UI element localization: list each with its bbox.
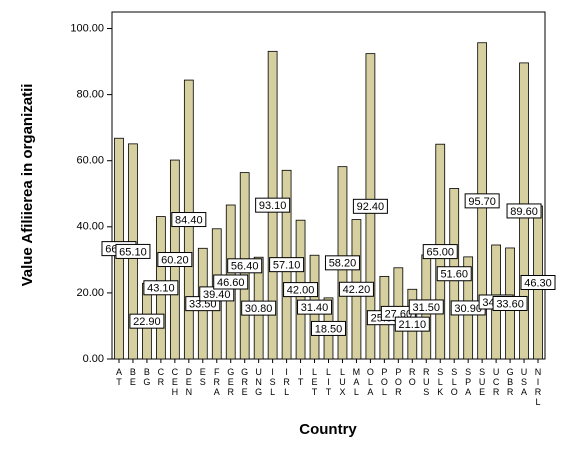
value-label-box [213,274,249,290]
value-label: 92.40 [357,201,385,213]
x-tick-label: SUE [477,367,487,397]
x-tick-label: RO [407,367,417,387]
value-label-box [324,255,360,271]
value-label-box [492,295,528,311]
value-label: 42.20 [343,284,371,296]
value-label: 33.50 [189,299,217,311]
value-label: 22.90 [133,316,161,328]
x-tick-label: UCR [491,367,501,397]
value-label-box [143,280,179,296]
value-label-box [520,274,556,290]
x-tick-label: CR [156,367,166,387]
value-label-box [422,244,458,260]
x-tick-label: LUX [337,367,347,397]
x-tick-label: DEN [184,367,194,397]
value-label: 39.40 [203,289,231,301]
x-tick-label: FRA [212,367,222,397]
x-tick-label: LET [310,367,320,397]
value-label: 31.40 [301,302,329,314]
value-label-box [394,316,430,332]
x-tick-label: AT [114,367,124,387]
y-axis-title: Value Afiliierea in organizatii [19,84,36,287]
x-tick-label: SLO [449,367,459,397]
x-tick-label: SLK [435,367,445,397]
value-label-box [255,197,291,213]
value-label-box [241,300,277,316]
value-label: 60.20 [161,254,189,266]
value-label-box [115,243,151,259]
x-tick-label: CEH [170,367,180,397]
value-label-box [311,320,346,336]
value-label-box [157,252,193,268]
x-tick-label: IRL [282,367,292,397]
value-label: 57.10 [273,260,301,272]
x-axis-title: Country [299,421,357,438]
value-label: 33.60 [496,298,524,310]
value-label: 31.50 [413,302,441,314]
value-label: 51.60 [440,269,468,281]
value-label: 42.00 [287,285,315,297]
value-label: 89.60 [510,206,538,218]
value-label-box [436,266,472,282]
value-label: 58.20 [329,258,357,270]
value-label: 18.50 [315,323,343,335]
value-label-box [464,193,500,209]
value-label-box [506,203,542,219]
x-tick-label: GRE [240,367,250,397]
value-label: 65.10 [119,246,147,258]
value-label-box [269,257,305,273]
x-tick-label: MAL [351,367,361,397]
value-label-box [227,258,263,274]
value-label: 84.40 [175,214,203,226]
x-tick-label: USA [519,367,529,397]
x-tick-label: SPA [463,367,473,397]
value-label-box [338,281,374,297]
x-tick-label: OLA [365,367,375,397]
value-label-box [171,212,207,228]
x-tick-label: POR [393,367,403,397]
x-tick-label: BE [128,367,138,387]
value-label: 95.70 [468,196,496,208]
y-tick-label: 0.00 [83,353,104,365]
x-tick-label: IT [296,367,306,387]
value-label: 93.10 [259,200,287,212]
x-tick-label: RUS [421,367,431,397]
value-label-box [408,299,444,315]
value-label: 56.40 [231,261,259,273]
value-label: 46.30 [524,277,552,289]
x-tick-label: BG [142,367,152,387]
value-label-box [297,299,333,315]
x-tick-label: NIRL [533,367,543,407]
value-label-box [129,313,165,329]
value-label-box [283,282,319,298]
x-tick-label: LIT [324,367,334,397]
value-label: 43.10 [147,283,175,295]
value-label-box [352,198,388,214]
y-tick-label: 20.00 [76,287,104,299]
x-tick-label: ISL [268,367,278,397]
value-label: 65.00 [426,247,454,259]
x-tick-label: ES [198,367,208,387]
x-tick-label: GBR [505,367,515,397]
x-tick-label: GER [226,367,236,397]
value-label: 46.60 [217,277,245,289]
x-tick-label: UNG [254,367,264,397]
value-label: 21.10 [399,319,427,331]
x-tick-label: POL [379,367,389,397]
y-tick-label: 40.00 [76,221,104,233]
y-tick-label: 80.00 [76,89,104,101]
value-label: 30.90 [454,303,482,315]
y-tick-label: 100.00 [70,22,104,34]
y-tick-label: 60.00 [76,155,104,167]
value-label: 30.80 [245,303,273,315]
